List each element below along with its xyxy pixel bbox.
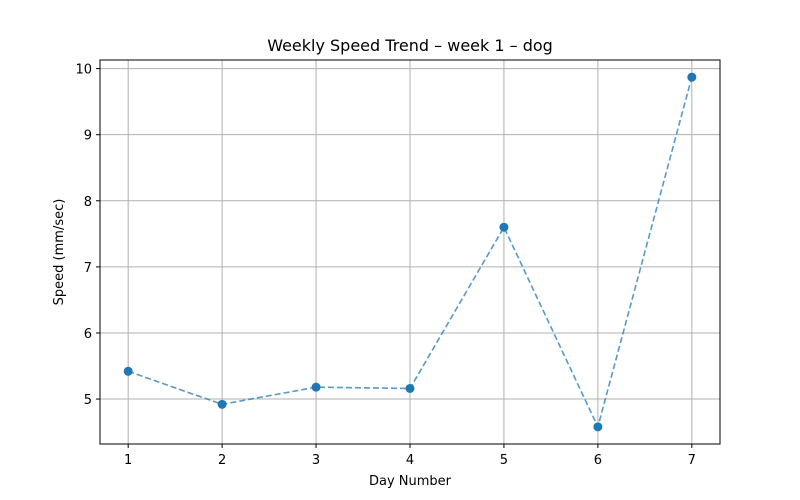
data-point: [499, 222, 509, 232]
y-tick-label: 7: [84, 261, 92, 276]
y-tick-label: 10: [75, 63, 92, 78]
x-tick-label: 2: [218, 453, 226, 468]
y-tick-label: 8: [84, 195, 92, 210]
grid-lines: [100, 60, 720, 444]
x-tick-label: 5: [500, 453, 508, 468]
x-tick-label: 3: [312, 453, 320, 468]
x-tick-label: 7: [688, 453, 696, 468]
y-tick-label: 6: [84, 327, 92, 342]
data-point: [217, 399, 227, 409]
data-point: [687, 72, 697, 82]
x-axis-label: Day Number: [369, 474, 452, 489]
y-tick-label: 5: [84, 393, 92, 408]
data-point: [311, 382, 321, 392]
y-axis-label: Speed (mm/sec): [52, 199, 67, 306]
x-tick-label: 4: [406, 453, 414, 468]
data-point: [405, 383, 415, 393]
x-tick-label: 6: [594, 453, 602, 468]
data-point: [123, 366, 133, 376]
x-tick-label: 1: [124, 453, 132, 468]
axis-ticks: 1 2 3 4 5 6 7 5 6 7 8 9 10: [75, 63, 696, 468]
data-point: [593, 422, 603, 432]
y-tick-label: 9: [84, 129, 92, 144]
series-line: [123, 72, 697, 432]
chart-title: Weekly Speed Trend – week 1 – dog: [267, 36, 553, 55]
